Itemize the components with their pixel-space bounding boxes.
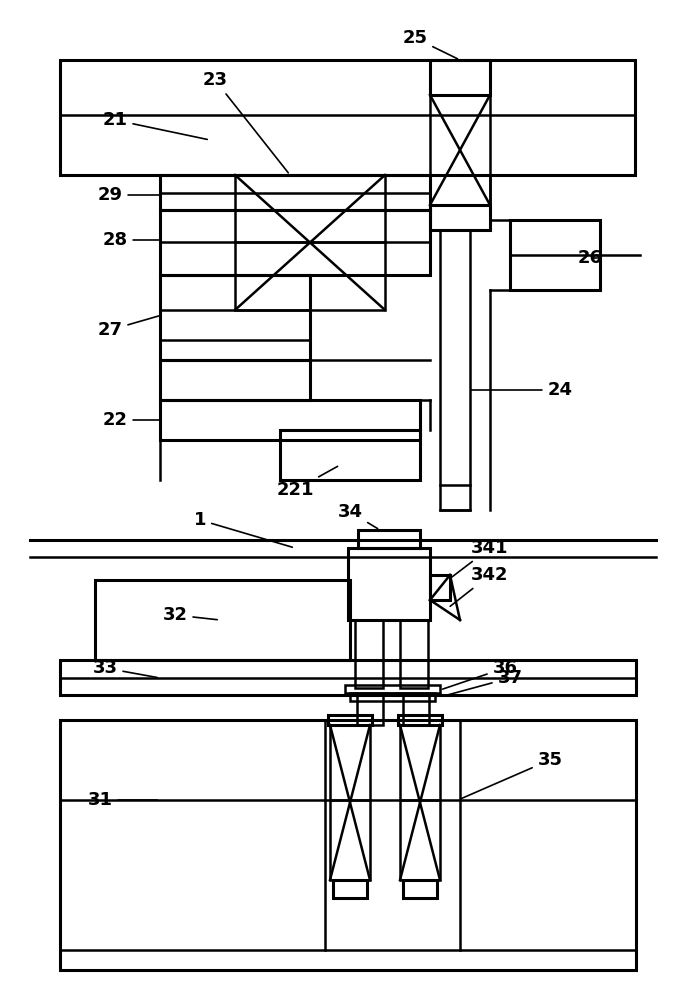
Text: 35: 35	[460, 751, 563, 799]
Bar	[510, 220, 600, 290]
Bar	[60, 660, 636, 695]
Bar	[403, 695, 429, 725]
Bar	[235, 175, 385, 310]
Bar	[328, 715, 372, 725]
Text: 23: 23	[202, 71, 288, 173]
Bar	[430, 575, 450, 600]
Text: 27: 27	[97, 316, 159, 339]
Bar	[400, 725, 440, 880]
Bar	[430, 95, 490, 205]
Text: 1: 1	[193, 511, 292, 547]
Bar	[345, 685, 440, 693]
Bar	[60, 720, 636, 970]
Bar	[430, 60, 490, 95]
Text: 34: 34	[338, 503, 377, 529]
Bar	[160, 210, 430, 275]
Bar	[160, 360, 310, 400]
Bar	[400, 620, 428, 688]
Text: 33: 33	[93, 659, 157, 678]
Bar	[280, 430, 420, 480]
Text: 31: 31	[88, 791, 157, 809]
Bar	[440, 230, 470, 510]
Bar	[95, 580, 350, 660]
Bar	[355, 620, 383, 688]
Text: 28: 28	[102, 231, 159, 249]
Text: 221: 221	[276, 466, 338, 499]
Bar	[333, 880, 367, 898]
Bar	[357, 695, 383, 725]
Bar	[348, 548, 430, 620]
Text: 26: 26	[578, 249, 602, 267]
Bar	[350, 693, 435, 701]
Bar	[160, 175, 430, 210]
Bar	[60, 60, 635, 175]
Bar	[160, 400, 420, 440]
Bar	[403, 880, 437, 898]
Bar	[330, 725, 370, 880]
Bar	[430, 205, 490, 230]
Bar	[160, 275, 310, 360]
Bar	[398, 715, 442, 725]
Text: 21: 21	[102, 111, 207, 139]
Text: 29: 29	[97, 186, 159, 204]
Text: 24: 24	[471, 381, 573, 399]
Text: 32: 32	[163, 606, 217, 624]
Text: 36: 36	[442, 659, 517, 689]
Bar	[358, 530, 420, 548]
Text: 22: 22	[102, 411, 159, 429]
Text: 37: 37	[442, 669, 523, 696]
Text: 342: 342	[450, 566, 509, 606]
Text: 25: 25	[403, 29, 458, 59]
Text: 341: 341	[450, 539, 509, 578]
